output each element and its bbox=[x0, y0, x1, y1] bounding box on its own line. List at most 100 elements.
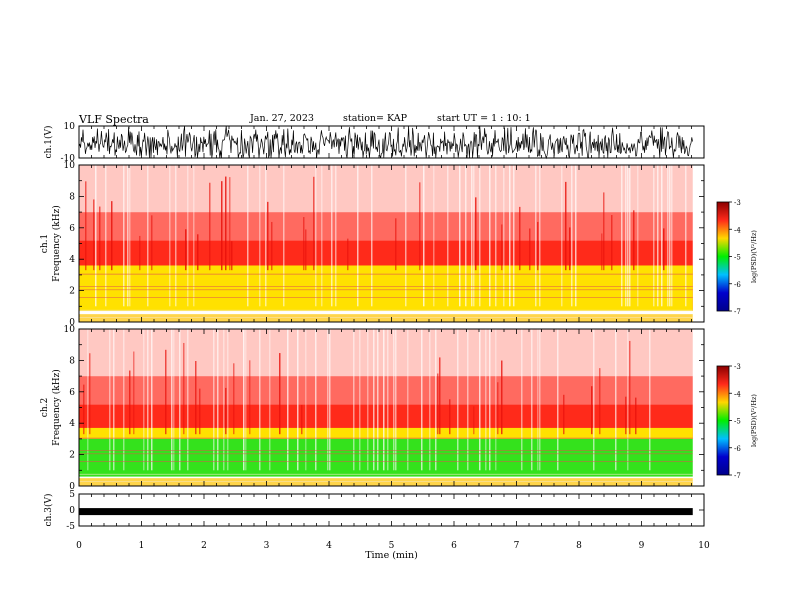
s1-y-tick-label: 4 bbox=[69, 255, 75, 265]
s2-texture-gap bbox=[421, 329, 423, 471]
cb2-tick-label: -4 bbox=[734, 390, 741, 398]
s2-texture-burst bbox=[83, 384, 85, 435]
s1-texture-burst bbox=[209, 182, 211, 271]
s1-texture-burst bbox=[85, 181, 87, 271]
s2-texture-gap bbox=[297, 329, 299, 471]
s1-texture-burst bbox=[633, 210, 635, 271]
s1-texture-gap bbox=[147, 165, 149, 307]
cb1-tick-label: -6 bbox=[734, 281, 741, 289]
s2-layer-2 bbox=[79, 376, 693, 405]
w3-y-tick-label: 0 bbox=[69, 506, 75, 516]
s1-texture-burst bbox=[347, 238, 349, 271]
s1-texture-burst bbox=[305, 229, 307, 271]
s1-texture-burst bbox=[313, 176, 315, 271]
s1-texture-burst bbox=[565, 181, 567, 271]
s1-spectrogram-image bbox=[79, 165, 693, 322]
s1-y-tick-label: 10 bbox=[64, 161, 76, 171]
s2-texture-burst bbox=[279, 353, 281, 435]
s2-texture-gap bbox=[113, 329, 115, 471]
s1-y-tick-label: 8 bbox=[69, 192, 75, 202]
s2-texture-gap bbox=[373, 329, 375, 471]
x-tick-label: 6 bbox=[451, 541, 457, 551]
s1-texture-gap bbox=[625, 165, 627, 307]
s1-texture-gap bbox=[513, 165, 515, 307]
station-label: station= KAP bbox=[343, 113, 407, 124]
ch1-spectro-ylabel: ch.1 bbox=[40, 234, 50, 253]
s2-texture-gap bbox=[489, 329, 491, 471]
s1-texture-gap bbox=[335, 165, 337, 307]
s1-texture-burst bbox=[139, 235, 141, 271]
cb2-tick-label: -7 bbox=[734, 472, 741, 480]
s1-texture-gap bbox=[571, 165, 573, 307]
s1-texture-gap bbox=[669, 165, 671, 307]
s1-texture-burst bbox=[271, 221, 273, 271]
s2-texture-burst bbox=[199, 388, 201, 435]
s2-texture-gap bbox=[147, 329, 149, 471]
s1-texture-gap bbox=[127, 165, 129, 307]
w1-y-tick-label: 10 bbox=[64, 122, 76, 132]
s1-texture-gap bbox=[471, 165, 473, 307]
s1-texture-gap bbox=[187, 165, 189, 307]
s1-texture-burst bbox=[93, 199, 95, 271]
s1-texture-burst bbox=[501, 224, 503, 271]
s1-texture-gap bbox=[283, 165, 285, 307]
s2-texture-gap bbox=[151, 329, 153, 471]
s2-texture-burst bbox=[195, 361, 197, 435]
s1-texture-burst bbox=[197, 234, 199, 271]
s1-texture-burst bbox=[151, 215, 153, 271]
s2-texture-burst bbox=[89, 353, 91, 435]
s1-texture-gap bbox=[561, 165, 563, 307]
s1-texture-burst bbox=[529, 228, 531, 271]
cb2-tick-label: -5 bbox=[734, 418, 741, 426]
s2-texture-burst bbox=[497, 382, 499, 435]
s1-texture-gap bbox=[671, 165, 673, 307]
s1-texture-gap bbox=[95, 165, 97, 307]
x-tick-label: 4 bbox=[326, 541, 332, 551]
x-tick-label: 9 bbox=[639, 541, 645, 551]
s2-spectrogram-image bbox=[79, 329, 693, 486]
s1-texture-burst bbox=[229, 177, 231, 271]
cb1-tick-label: -4 bbox=[734, 226, 741, 234]
cb2-tick-label: -3 bbox=[734, 363, 741, 371]
s2-texture-burst bbox=[301, 404, 303, 435]
w1-y-tick-label: -10 bbox=[61, 154, 76, 164]
s1-texture-burst bbox=[537, 221, 539, 271]
s1-texture-gap bbox=[685, 165, 687, 307]
s1-texture-gap bbox=[575, 165, 577, 307]
s2-texture-gap bbox=[367, 329, 369, 471]
s2-texture-burst bbox=[473, 406, 475, 435]
s1-texture-gap bbox=[123, 165, 125, 307]
s2-texture-gap bbox=[245, 329, 247, 471]
s1-texture-gap bbox=[627, 165, 629, 307]
s2-texture-burst bbox=[233, 363, 235, 435]
ch3-ylabel: ch.3(V) bbox=[43, 494, 54, 527]
w3-y-tick-label: 5 bbox=[69, 490, 75, 500]
s2-texture-gap bbox=[227, 329, 229, 471]
s2-texture-burst bbox=[439, 357, 441, 435]
s1-texture-gap bbox=[509, 165, 511, 307]
x-tick-label: 3 bbox=[264, 541, 270, 551]
s1-texture-burst bbox=[221, 181, 223, 271]
s1-texture-burst bbox=[601, 233, 603, 271]
s2-texture-gap bbox=[173, 329, 175, 471]
s1-texture-gap bbox=[371, 165, 373, 307]
cb2-label: log(PSD)(V²/Hz) bbox=[750, 394, 758, 447]
s2-texture-gap bbox=[615, 329, 617, 471]
s2-texture-burst bbox=[629, 340, 631, 435]
s2-texture-burst bbox=[133, 351, 135, 435]
s1-texture-gap bbox=[447, 165, 449, 307]
s2-texture-burst bbox=[599, 368, 601, 435]
s1-y-tick-label: 0 bbox=[69, 318, 75, 328]
s2-texture-gap bbox=[171, 329, 173, 471]
s1-texture-burst bbox=[395, 218, 397, 271]
s2-texture-burst bbox=[501, 360, 503, 435]
s2-texture-gap bbox=[495, 329, 497, 471]
s1-texture-gap bbox=[657, 165, 659, 307]
s2-texture-burst bbox=[635, 397, 637, 435]
x-tick-label: 2 bbox=[201, 541, 207, 551]
x-tick-label: 1 bbox=[139, 541, 145, 551]
s1-texture-burst bbox=[603, 192, 605, 271]
date-label: Jan. 27, 2023 bbox=[250, 113, 314, 124]
s1-texture-gap bbox=[433, 165, 435, 307]
